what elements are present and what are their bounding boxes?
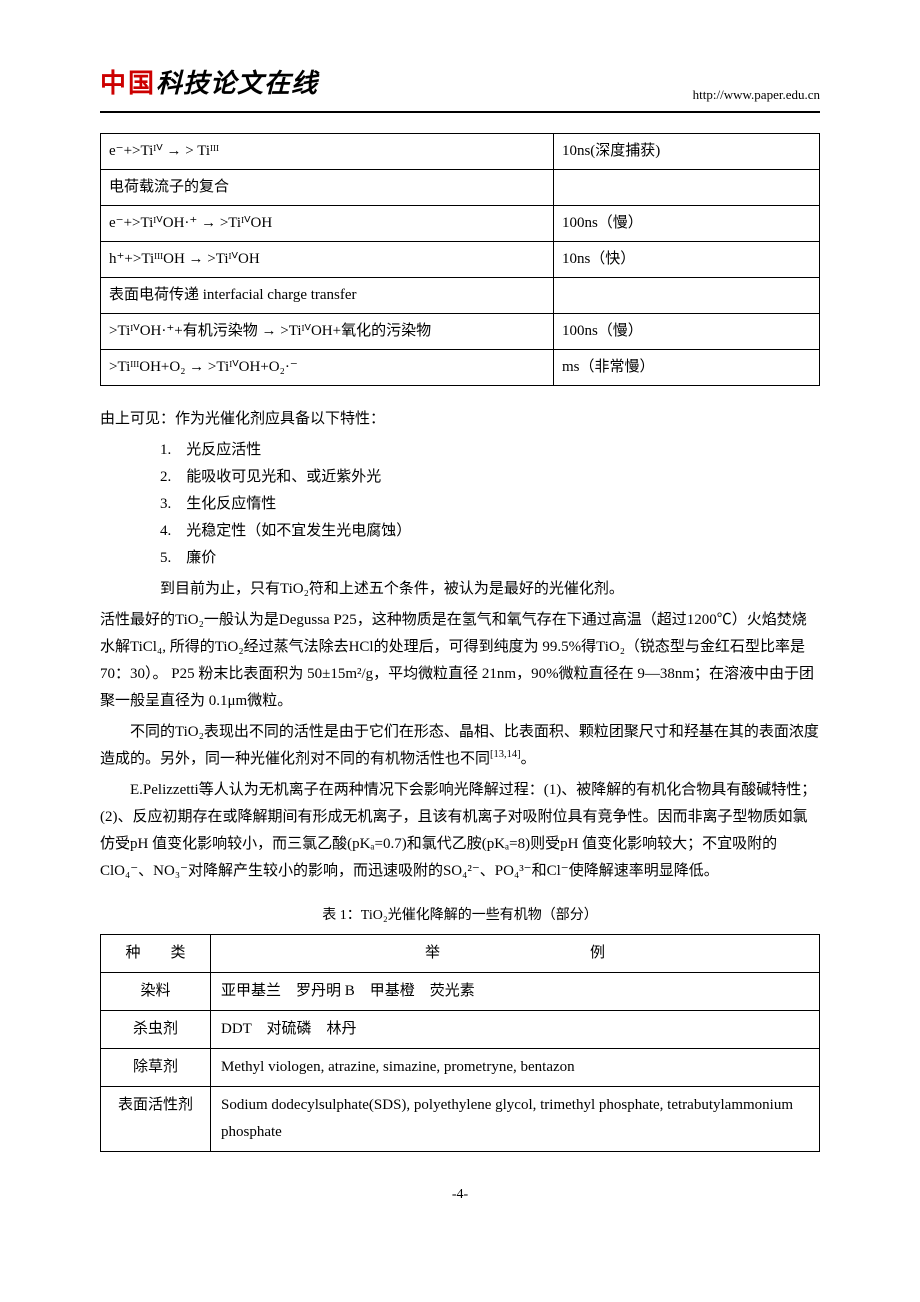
- time-cell: 10ns（快）: [553, 241, 819, 277]
- examples-row: 表面活性剂Sodium dodecylsulphate(SDS), polyet…: [101, 1086, 820, 1151]
- time-cell: 100ns（慢）: [553, 205, 819, 241]
- example-cell: 亚甲基兰 罗丹明 B 甲基橙 荧光素: [211, 972, 820, 1010]
- examples-header-1: 种 类: [101, 934, 211, 972]
- time-cell: [553, 169, 819, 205]
- paragraph-4: E.Pelizzetti等人认为无机离子在两种情况下会影响光降解过程：(1)、被…: [100, 777, 820, 885]
- site-logo: 中国 科技论文在线: [100, 60, 318, 107]
- property-item: 3. 生化反应惰性: [160, 491, 820, 518]
- time-cell: 10ns(深度捕获): [553, 133, 819, 169]
- ref-13-14: [13,14]: [490, 749, 521, 760]
- reaction-cell: e⁻+>TiᴵⱽOH·⁺ → >TiᴵⱽOH: [101, 205, 554, 241]
- reaction-cell: e⁻+>Tiᴵⱽ → > Tiᴵᴵᴵ: [101, 133, 554, 169]
- properties-list: 1. 光反应活性2. 能吸收可见光和、或近紫外光3. 生化反应惰性4. 光稳定性…: [100, 437, 820, 572]
- page-header: 中国 科技论文在线 http://www.paper.edu.cn: [100, 60, 820, 113]
- paragraph-3-tail: 。: [521, 751, 536, 767]
- example-cell: Methyl viologen, atrazine, simazine, pro…: [211, 1048, 820, 1086]
- reaction-row: >TiᴵᴵᴵOH+O₂ → >TiᴵⱽOH+O₂·⁻ms（非常慢）: [101, 349, 820, 385]
- reaction-cell: >TiᴵᴵᴵOH+O₂ → >TiᴵⱽOH+O₂·⁻: [101, 349, 554, 385]
- reaction-cell: >TiᴵⱽOH·⁺+有机污染物 → >TiᴵⱽOH+氧化的污染物: [101, 313, 554, 349]
- paragraph-3-text: 不同的TiO₂表现出不同的活性是由于它们在形态、晶相、比表面积、颗粒团聚尺寸和羟…: [100, 724, 819, 767]
- logo-part-black: 科技论文在线: [156, 60, 318, 107]
- table1-caption: 表 1：TiO₂光催化降解的一些有机物（部分）: [100, 903, 820, 928]
- time-cell: 100ns（慢）: [553, 313, 819, 349]
- reaction-row: e⁻+>Tiᴵⱽ → > Tiᴵᴵᴵ10ns(深度捕获): [101, 133, 820, 169]
- examples-table: 种 类 举 例 染料亚甲基兰 罗丹明 B 甲基橙 荧光素杀虫剂DDT 对硫磷 林…: [100, 934, 820, 1152]
- reaction-row: 电荷载流子的复合: [101, 169, 820, 205]
- time-cell: [553, 277, 819, 313]
- page-number: -4-: [100, 1182, 820, 1207]
- example-cell: Sodium dodecylsulphate(SDS), polyethylen…: [211, 1086, 820, 1151]
- intro-line: 由上可见：作为光催化剂应具备以下特性：: [100, 406, 820, 433]
- reaction-row: h⁺+>TiᴵᴵᴵOH → >TiᴵⱽOH10ns（快）: [101, 241, 820, 277]
- time-cell: ms（非常慢）: [553, 349, 819, 385]
- header-url: http://www.paper.edu.cn: [693, 83, 820, 106]
- logo-part-red: 中国: [100, 60, 156, 107]
- paragraph-3: 不同的TiO₂表现出不同的活性是由于它们在形态、晶相、比表面积、颗粒团聚尺寸和羟…: [100, 719, 820, 773]
- reaction-cell: 表面电荷传递 interfacial charge transfer: [101, 277, 554, 313]
- examples-row: 除草剂Methyl viologen, atrazine, simazine, …: [101, 1048, 820, 1086]
- property-item: 1. 光反应活性: [160, 437, 820, 464]
- reaction-row: e⁻+>TiᴵⱽOH·⁺ → >TiᴵⱽOH100ns（慢）: [101, 205, 820, 241]
- reaction-cell: 电荷载流子的复合: [101, 169, 554, 205]
- examples-row: 染料亚甲基兰 罗丹明 B 甲基橙 荧光素: [101, 972, 820, 1010]
- category-cell: 杀虫剂: [101, 1010, 211, 1048]
- example-cell: DDT 对硫磷 林丹: [211, 1010, 820, 1048]
- property-item: 4. 光稳定性（如不宜发生光电腐蚀）: [160, 518, 820, 545]
- paragraph-2: 活性最好的TiO₂一般认为是Degussa P25，这种物质是在氢气和氧气存在下…: [100, 607, 820, 715]
- reaction-row: 表面电荷传递 interfacial charge transfer: [101, 277, 820, 313]
- category-cell: 除草剂: [101, 1048, 211, 1086]
- reaction-row: >TiᴵⱽOH·⁺+有机污染物 → >TiᴵⱽOH+氧化的污染物100ns（慢）: [101, 313, 820, 349]
- reaction-table: e⁻+>Tiᴵⱽ → > Tiᴵᴵᴵ10ns(深度捕获)电荷载流子的复合e⁻+>…: [100, 133, 820, 386]
- category-cell: 表面活性剂: [101, 1086, 211, 1151]
- paragraph-1: 到目前为止，只有TiO₂符和上述五个条件，被认为是最好的光催化剂。: [100, 576, 820, 603]
- property-item: 5. 廉价: [160, 545, 820, 572]
- property-item: 2. 能吸收可见光和、或近紫外光: [160, 464, 820, 491]
- category-cell: 染料: [101, 972, 211, 1010]
- examples-row: 杀虫剂DDT 对硫磷 林丹: [101, 1010, 820, 1048]
- examples-header-2: 举 例: [211, 934, 820, 972]
- reaction-cell: h⁺+>TiᴵᴵᴵOH → >TiᴵⱽOH: [101, 241, 554, 277]
